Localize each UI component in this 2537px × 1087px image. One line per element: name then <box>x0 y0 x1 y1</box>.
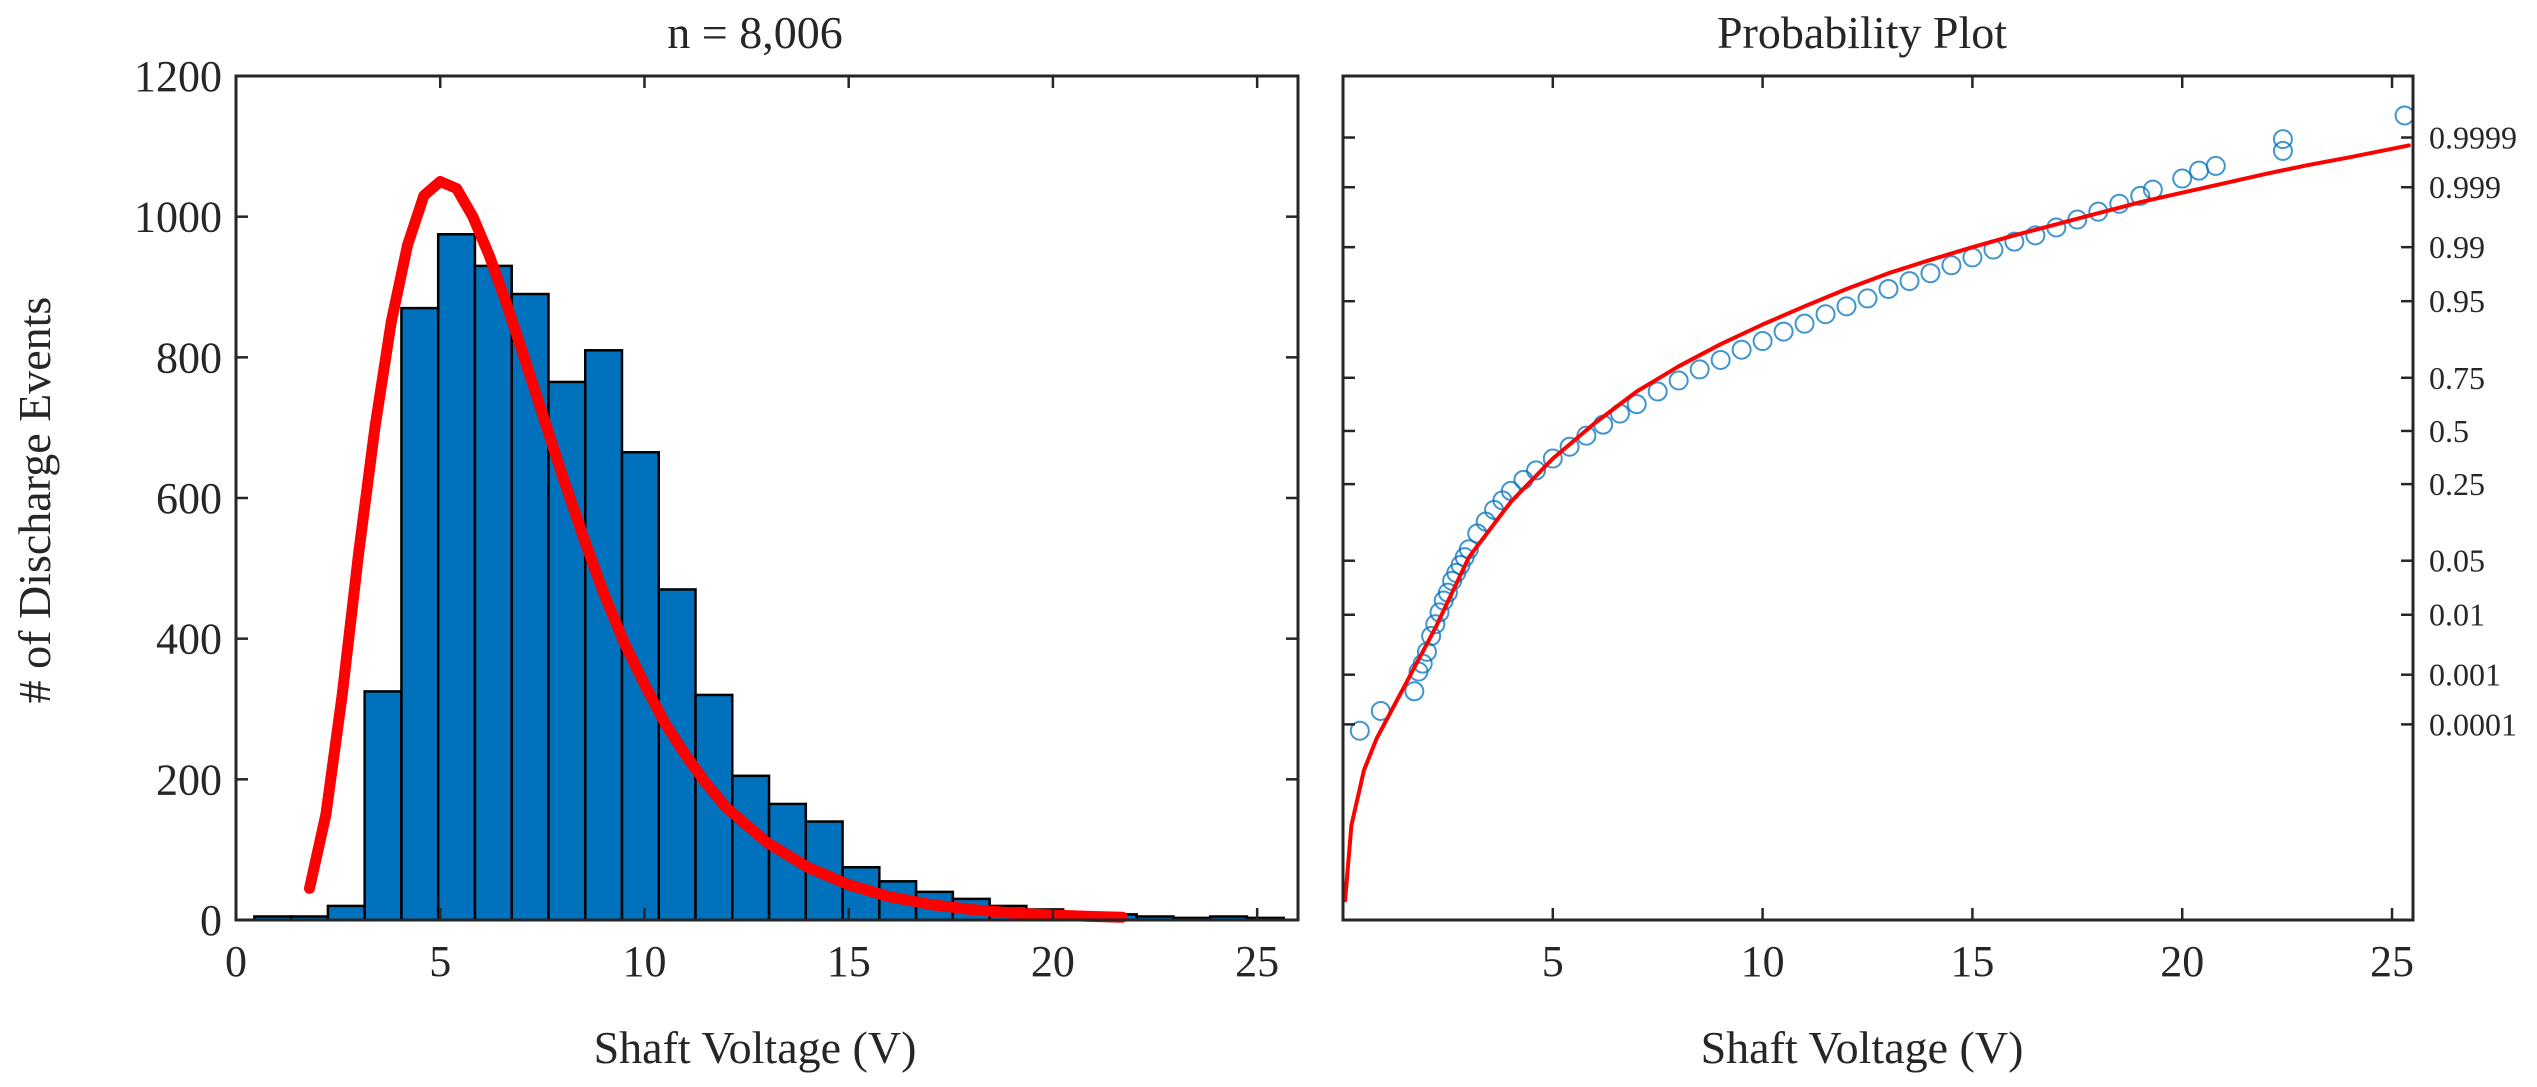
probability-plot-point <box>1559 436 1580 457</box>
probability-plot-point <box>1404 681 1425 702</box>
probability-plot-point <box>1794 313 1815 334</box>
probability-plot-y-tick-label: 0.0001 <box>2429 706 2517 742</box>
histogram-y-tick-label: 1200 <box>134 52 222 101</box>
histogram-axes-frame <box>234 74 1300 922</box>
probability-plot-point <box>2025 225 2046 246</box>
probability-plot-point <box>1626 394 1647 415</box>
histogram-y-tick-label: 0 <box>200 896 222 945</box>
probability-plot-reference-line <box>1343 143 2411 903</box>
probability-plot-point <box>1815 304 1836 325</box>
probability-plot-point <box>1773 321 1794 342</box>
probability-plot-point <box>2189 160 2209 181</box>
probability-plot-y-tick-label: 0.001 <box>2429 657 2501 693</box>
probability-plot-point <box>1899 271 1920 292</box>
probability-plot-x-axis-label: Shaft Voltage (V) <box>1701 1022 2024 1073</box>
probability-plot-y-tick-label: 0.95 <box>2429 283 2485 319</box>
probability-plot-point <box>1710 349 1731 370</box>
probability-plot-point <box>2272 129 2293 150</box>
probability-plot-y-tick-label: 0.05 <box>2429 543 2485 579</box>
probability-plot-point <box>2004 231 2025 252</box>
histogram-y-axis-label: # of Discharge Events <box>9 297 60 704</box>
probability-plot-point <box>1689 359 1710 380</box>
probability-plot-point <box>2272 140 2293 161</box>
probability-plot-y-tick-label: 0.25 <box>2429 466 2485 502</box>
probability-plot-point <box>1349 720 1370 741</box>
histogram-panel: n = 8,006 0 5 10 15 20 25 0 200 400 600 800 1000 120… <box>9 7 1300 1073</box>
histogram-x-tick-label: 0 <box>225 937 247 986</box>
probability-plot-points <box>1349 105 2415 741</box>
probability-plot-point <box>1421 626 1442 647</box>
probability-plot-x-tick-label: 5 <box>1542 937 1564 986</box>
histogram-y-tick-label: 800 <box>156 333 222 382</box>
probability-plot-x-tick-label: 20 <box>2160 937 2204 986</box>
probability-plot-axes-frame <box>1341 74 2415 922</box>
histogram-x-tick-label: 5 <box>429 937 451 986</box>
probability-plot-y-tick-label: 0.5 <box>2429 413 2469 449</box>
probability-plot-point <box>2172 168 2193 189</box>
probability-plot-y-tick-label: 0.9999 <box>2429 120 2517 156</box>
probability-plot-x-tick-label: 25 <box>2370 937 2414 986</box>
histogram-x-axis-label: Shaft Voltage (V) <box>594 1022 917 1073</box>
probability-plot-point <box>1542 448 1563 469</box>
histogram-title: n = 8,006 <box>667 7 842 58</box>
histogram-bar <box>326 904 366 922</box>
histogram-bar <box>436 233 477 922</box>
histogram-ticks: 0 5 10 15 20 25 0 200 400 600 800 1000 1200 <box>134 52 1298 986</box>
histogram-y-tick-label: 400 <box>156 615 222 664</box>
probability-plot-point <box>1668 370 1689 391</box>
histogram-y-tick-label: 200 <box>156 755 222 804</box>
histogram-x-tick-label: 10 <box>622 937 666 986</box>
probability-plot-point <box>1752 331 1773 352</box>
histogram-y-tick-label: 600 <box>156 474 222 523</box>
histogram-bar <box>400 306 440 922</box>
probability-plot-point <box>1836 296 1857 317</box>
probability-plot-point <box>1526 460 1547 481</box>
probability-plot-x-tick-label: 15 <box>1950 937 1994 986</box>
probability-plot-title: Probability Plot <box>1717 7 2007 58</box>
probability-plot-x-tick-label: 10 <box>1741 937 1785 986</box>
probability-plot-y-tick-label: 0.999 <box>2429 169 2501 205</box>
histogram-y-tick-label: 1000 <box>134 193 222 242</box>
histogram-bars <box>253 233 1285 922</box>
probability-plot-point <box>1647 381 1668 402</box>
probability-plot-point <box>2394 105 2415 126</box>
probability-plot-point <box>2130 185 2151 206</box>
histogram-x-tick-label: 15 <box>827 937 871 986</box>
probability-plot-panel: Probability Plot 5 10 15 20 25 0.9999 0.999 0.9… <box>1341 7 2517 1073</box>
probability-plot-point <box>1941 255 1962 276</box>
histogram-fit-curve <box>304 176 1128 923</box>
histogram-bar <box>473 264 513 922</box>
probability-plot-y-tick-label: 0.75 <box>2429 360 2485 396</box>
probability-plot-point <box>1731 339 1752 360</box>
histogram-bar <box>731 774 771 922</box>
probability-plot-point <box>1878 278 1899 299</box>
histogram-x-tick-label: 25 <box>1235 937 1279 986</box>
probability-plot-ticks: 5 10 15 20 25 0.9999 0.999 0.99 0.95 0.75 0.5 0.25 0… <box>1343 76 2517 986</box>
probability-plot-y-tick-label: 0.99 <box>2429 229 2485 265</box>
probability-plot-y-tick-label: 0.01 <box>2429 597 2485 633</box>
probability-plot-point <box>1920 263 1941 284</box>
histogram-bar <box>363 690 403 922</box>
probability-plot-point <box>2205 155 2226 176</box>
histogram-x-tick-label: 20 <box>1031 937 1075 986</box>
probability-plot-point <box>1857 288 1878 309</box>
probability-plot-point <box>1425 614 1446 635</box>
